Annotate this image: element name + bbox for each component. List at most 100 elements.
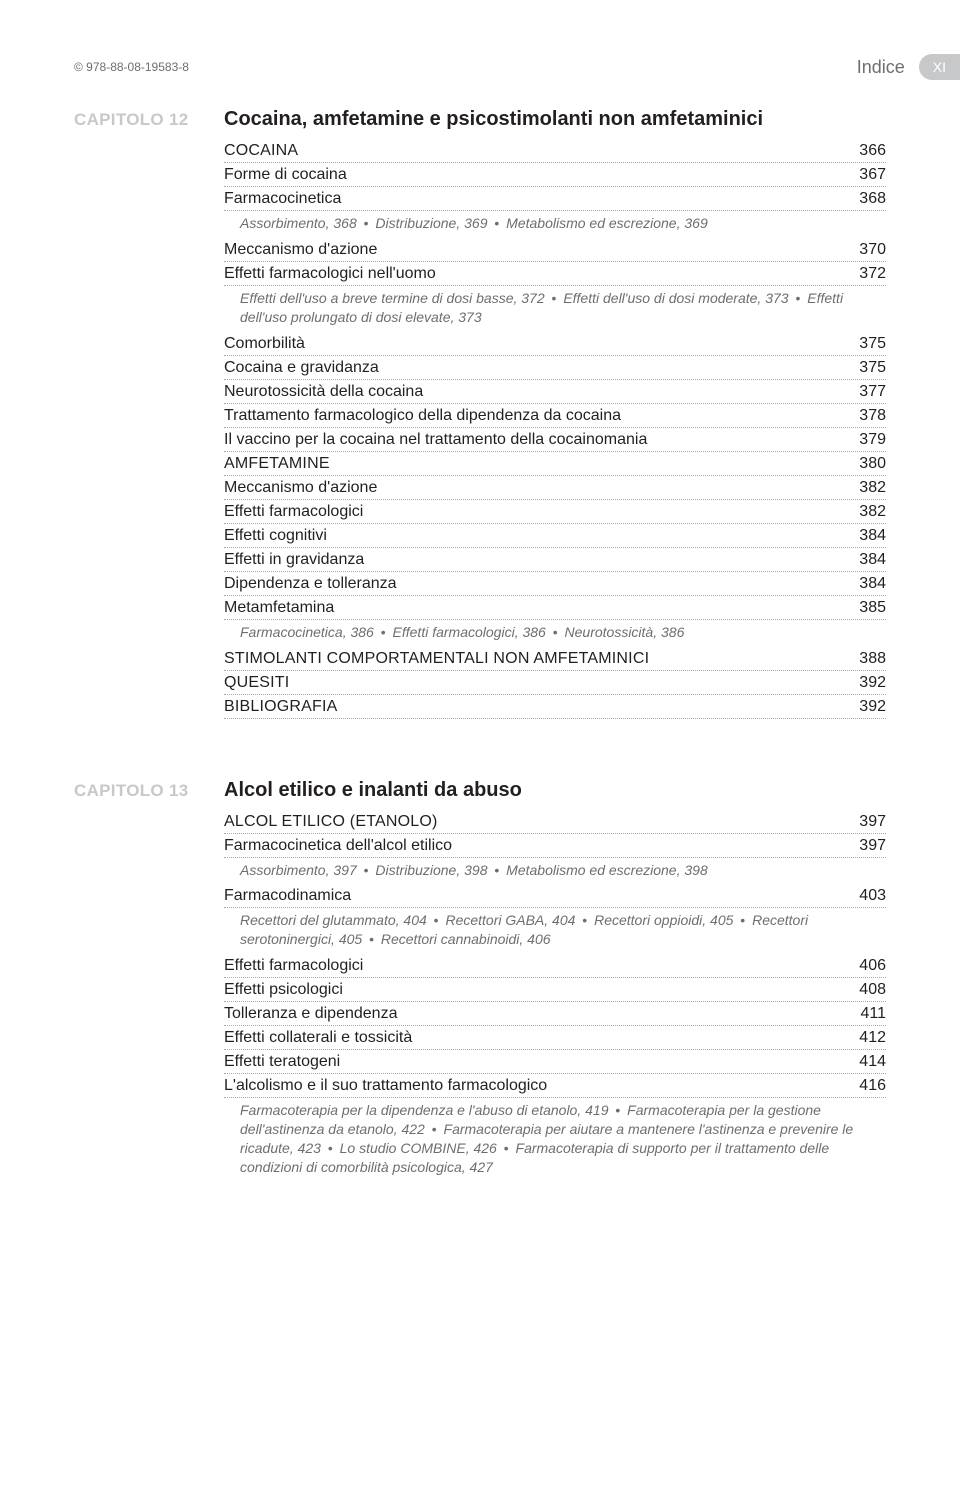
toc-row: Farmacodinamica403 (224, 884, 886, 908)
toc-subpart: Effetti dell'uso a breve termine di dosi… (240, 290, 545, 306)
toc-page-number: 411 (850, 1005, 886, 1023)
chapter-label: CAPITOLO 12 (74, 108, 204, 719)
toc-subpart: Assorbimento, 397 (240, 862, 357, 878)
toc-page-number: 370 (849, 241, 886, 259)
toc-label: ALCOL ETILICO (ETANOLO) (224, 813, 438, 831)
toc-row: Effetti cognitivi384 (224, 524, 886, 548)
toc-subpart: Assorbimento, 368 (240, 215, 357, 231)
toc-subentry: Effetti dell'uso a breve termine di dosi… (224, 286, 886, 332)
bullet-separator: • (497, 1140, 516, 1156)
toc-page-number: 416 (849, 1077, 886, 1095)
toc-page-number: 385 (849, 599, 886, 617)
chapters-container: CAPITOLO 12 Cocaina, amfetamine e psicost… (74, 108, 886, 1182)
toc-page-number: 382 (849, 503, 886, 521)
toc-row: COCAINA 366 (224, 139, 886, 163)
toc-label: Cocaina e gravidanza (224, 359, 379, 377)
toc-row: Metamfetamina 385 (224, 596, 886, 620)
toc-label: COCAINA (224, 142, 298, 160)
isbn-text: © 978-88-08-19583-8 (74, 60, 189, 74)
toc-row: AMFETAMINE380 (224, 452, 886, 476)
toc-row: Cocaina e gravidanza375 (224, 356, 886, 380)
toc-page-number: 392 (849, 698, 886, 716)
toc-page-number: 379 (849, 431, 886, 449)
toc-subpart: Farmacocinetica, 386 (240, 624, 374, 640)
toc-page-number: 368 (849, 190, 886, 208)
toc-subentry: Farmacocinetica, 386 • Effetti farmacolo… (224, 620, 886, 647)
toc-label: Farmacocinetica (224, 190, 341, 208)
toc-page-number: 397 (849, 837, 886, 855)
toc-page-number: 372 (849, 265, 886, 283)
bullet-separator: • (487, 862, 506, 878)
toc-label: Effetti farmacologici (224, 957, 363, 975)
toc-subpart: Neurotossicità, 386 (565, 624, 685, 640)
toc-label: Effetti in gravidanza (224, 551, 364, 569)
toc-label: Effetti psicologici (224, 981, 343, 999)
chapter-block: CAPITOLO 13 Alcol etilico e inalanti da a… (74, 779, 886, 1182)
toc-label: Metamfetamina (224, 599, 334, 617)
toc-row: Comorbilità 375 (224, 332, 886, 356)
bullet-separator: • (608, 1102, 627, 1118)
header-right: Indice XI (857, 54, 886, 80)
toc-row: Effetti teratogeni414 (224, 1050, 886, 1074)
toc-label: Farmacodinamica (224, 887, 351, 905)
toc-label: Effetti collaterali e tossicità (224, 1029, 412, 1047)
toc-page-number: 377 (849, 383, 886, 401)
toc-label: Effetti farmacologici (224, 503, 363, 521)
bullet-separator: • (357, 215, 376, 231)
toc-row: Effetti psicologici408 (224, 978, 886, 1002)
toc-label: AMFETAMINE (224, 455, 330, 473)
toc-row: Effetti collaterali e tossicità 412 (224, 1026, 886, 1050)
toc-label: QUESITI (224, 674, 289, 692)
bullet-separator: • (789, 290, 808, 306)
toc-label: Dipendenza e tolleranza (224, 575, 397, 593)
toc-page-number: 366 (849, 142, 886, 160)
toc-label: BIBLIOGRAFIA (224, 698, 338, 716)
toc-row: Neurotossicità della cocaina377 (224, 380, 886, 404)
page: © 978-88-08-19583-8 Indice XI CAPITOLO 1… (0, 0, 960, 1302)
toc-subpart: Effetti dell'uso di dosi moderate, 373 (563, 290, 788, 306)
toc-page-number: 384 (849, 575, 886, 593)
toc-label: L'alcolismo e il suo trattamento farmaco… (224, 1077, 547, 1095)
toc-subpart: Effetti farmacologici, 386 (393, 624, 546, 640)
toc-subpart: Farmacoterapia per la dipendenza e l'abu… (240, 1102, 608, 1118)
toc-row: L'alcolismo e il suo trattamento farmaco… (224, 1074, 886, 1098)
bullet-separator: • (321, 1140, 340, 1156)
chapter-block: CAPITOLO 12 Cocaina, amfetamine e psicost… (74, 108, 886, 719)
bullet-separator: • (374, 624, 393, 640)
toc-row: Effetti farmacologici 406 (224, 954, 886, 978)
toc-subentry: Farmacoterapia per la dipendenza e l'abu… (224, 1098, 886, 1182)
chapter-label: CAPITOLO 13 (74, 779, 204, 1182)
toc-row: Dipendenza e tolleranza 384 (224, 572, 886, 596)
chapter-title: Alcol etilico e inalanti da abuso (224, 779, 886, 802)
toc-label: Comorbilità (224, 335, 305, 353)
toc-page-number: 412 (849, 1029, 886, 1047)
toc-page-number: 384 (849, 527, 886, 545)
bullet-separator: • (545, 290, 564, 306)
toc-row: Effetti farmacologici nell'uomo 372 (224, 262, 886, 286)
toc-subpart: Metabolismo ed escrezione, 398 (506, 862, 708, 878)
toc-label: Forme di cocaina (224, 166, 347, 184)
bullet-separator: • (427, 912, 446, 928)
bullet-separator: • (487, 215, 506, 231)
toc-subpart: Metabolismo ed escrezione, 369 (506, 215, 708, 231)
toc-subentry: Recettori del glutammato, 404 • Recettor… (224, 908, 886, 954)
toc-subentry: Assorbimento, 368 • Distribuzione, 369 •… (224, 211, 886, 238)
toc-page-number: 414 (849, 1053, 886, 1071)
toc-page-number: 375 (849, 335, 886, 353)
chapter-title: Cocaina, amfetamine e psicostimolanti no… (224, 108, 886, 131)
toc-row: Effetti in gravidanza384 (224, 548, 886, 572)
toc-row: Meccanismo d'azione370 (224, 238, 886, 262)
toc-subpart: Recettori del glutammato, 404 (240, 912, 427, 928)
toc-label: Effetti farmacologici nell'uomo (224, 265, 436, 283)
bullet-separator: • (425, 1121, 444, 1137)
toc-row: STIMOLANTI COMPORTAMENTALI NON AMFETAMIN… (224, 647, 886, 671)
toc-page-number: 397 (849, 813, 886, 831)
toc-row: ALCOL ETILICO (ETANOLO) 397 (224, 810, 886, 834)
toc-row: BIBLIOGRAFIA 392 (224, 695, 886, 719)
toc-page-number: 406 (849, 957, 886, 975)
toc-row: Tolleranza e dipendenza411 (224, 1002, 886, 1026)
toc-row: Farmacocinetica 368 (224, 187, 886, 211)
page-number-tab: XI (919, 54, 960, 80)
toc-row: QUESITI392 (224, 671, 886, 695)
toc-subpart: Recettori GABA, 404 (445, 912, 575, 928)
